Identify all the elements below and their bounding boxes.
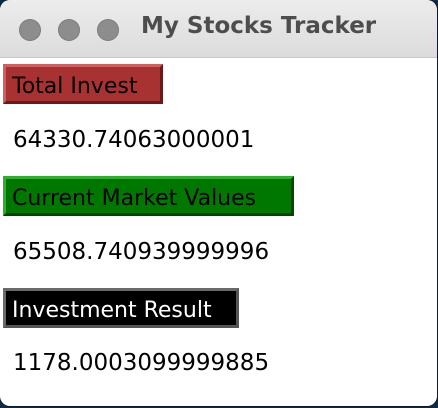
current-market-values-value: 65508.740939999996 [13, 239, 270, 265]
current-market-values-label: Current Market Values [3, 176, 294, 216]
minimize-window-button[interactable] [58, 19, 80, 41]
total-invest-value: 64330.74063000001 [13, 127, 255, 153]
close-window-button[interactable] [19, 19, 41, 41]
total-invest-label: Total Invest [3, 64, 163, 104]
title-bar: My Stocks Tracker [0, 0, 437, 58]
investment-result-label: Investment Result [3, 288, 239, 328]
maximize-window-button[interactable] [97, 19, 119, 41]
investment-result-value: 1178.0003099999885 [13, 350, 270, 376]
window-title: My Stocks Tracker [141, 13, 377, 39]
